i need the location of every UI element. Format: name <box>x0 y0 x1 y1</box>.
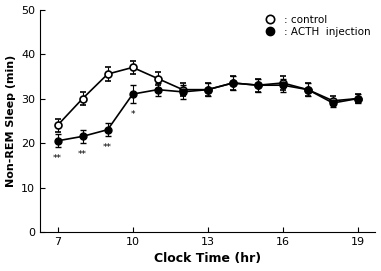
Text: **: ** <box>53 154 62 163</box>
Text: **: ** <box>78 150 87 159</box>
Legend: : control, : ACTH  injection: : control, : ACTH injection <box>260 15 370 37</box>
Text: *: * <box>130 110 135 119</box>
Text: **: ** <box>103 143 112 152</box>
Y-axis label: Non-REM Sleep (min): Non-REM Sleep (min) <box>6 55 16 187</box>
X-axis label: Clock Time (hr): Clock Time (hr) <box>154 253 261 265</box>
